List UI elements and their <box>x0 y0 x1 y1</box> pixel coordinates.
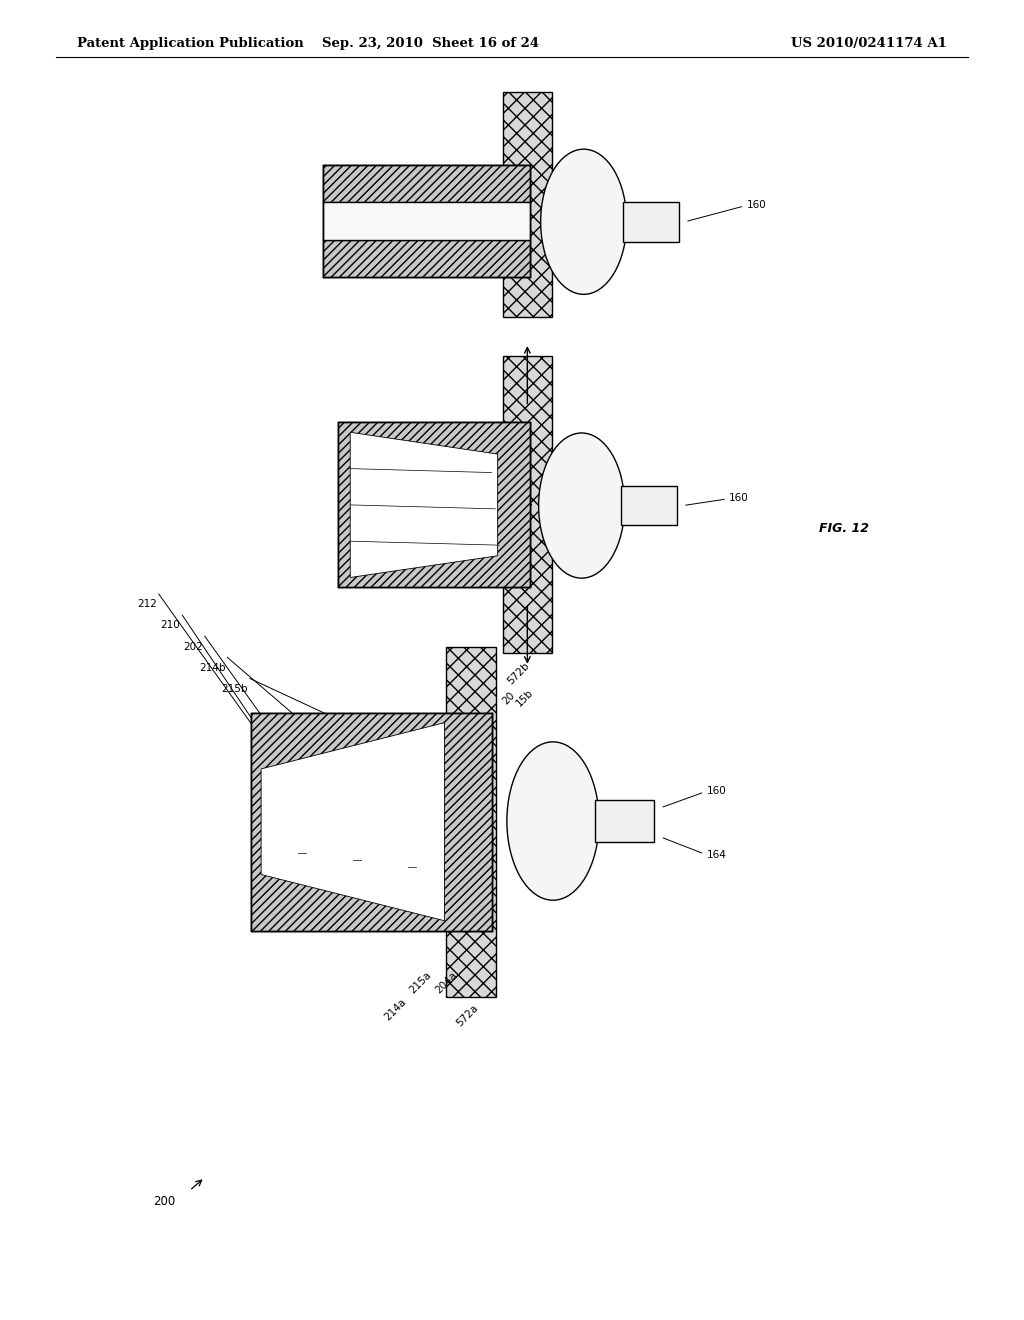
Text: FIG. 12: FIG. 12 <box>819 521 869 535</box>
Bar <box>338 422 530 587</box>
Text: 214b: 214b <box>199 663 225 673</box>
Bar <box>323 202 530 240</box>
Ellipse shape <box>507 742 599 900</box>
Text: 572b: 572b <box>506 660 531 686</box>
Text: 15b: 15b <box>514 688 536 709</box>
Bar <box>323 165 530 202</box>
Ellipse shape <box>541 149 627 294</box>
Bar <box>338 422 530 587</box>
Text: 572a: 572a <box>454 1003 480 1028</box>
Polygon shape <box>350 432 498 578</box>
Text: 212: 212 <box>137 599 157 610</box>
Bar <box>503 92 552 317</box>
Bar <box>503 356 552 653</box>
Text: 160: 160 <box>707 785 726 796</box>
Text: Sep. 23, 2010  Sheet 16 of 24: Sep. 23, 2010 Sheet 16 of 24 <box>322 37 539 50</box>
Bar <box>251 713 492 931</box>
Bar <box>323 240 530 277</box>
Text: US 2010/0241174 A1: US 2010/0241174 A1 <box>792 37 947 50</box>
Text: 215a: 215a <box>408 970 434 995</box>
Bar <box>595 800 654 842</box>
Text: 160: 160 <box>729 492 749 503</box>
Bar <box>251 713 492 931</box>
Bar <box>446 647 496 997</box>
Text: 164: 164 <box>707 850 726 861</box>
Text: 200: 200 <box>153 1195 175 1208</box>
Text: 20: 20 <box>501 690 517 706</box>
Bar <box>621 486 677 525</box>
Text: Patent Application Publication: Patent Application Publication <box>77 37 303 50</box>
Text: 215b: 215b <box>221 684 248 694</box>
Bar <box>623 202 679 242</box>
Polygon shape <box>261 722 444 921</box>
Text: 202: 202 <box>183 642 203 652</box>
Text: 204a: 204a <box>434 970 459 995</box>
Bar <box>323 165 530 277</box>
Ellipse shape <box>539 433 625 578</box>
Text: 210: 210 <box>161 620 180 631</box>
Text: 160: 160 <box>746 199 766 210</box>
Text: 214a: 214a <box>382 997 409 1022</box>
